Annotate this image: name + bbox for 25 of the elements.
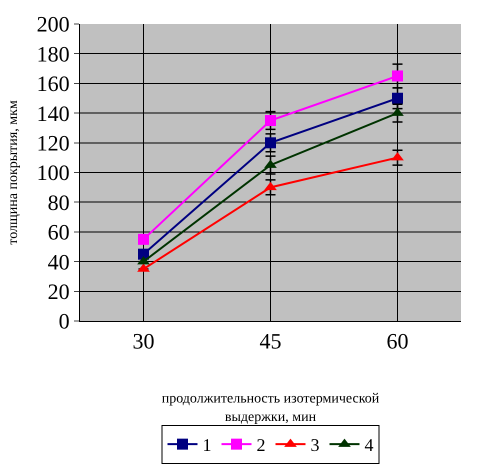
legend-label: 3 (310, 435, 320, 456)
y-tick-label: 180 (36, 41, 70, 66)
point (138, 234, 149, 245)
y-tick-label: 200 (36, 12, 70, 37)
x-tick-label: 60 (386, 328, 408, 354)
point (265, 137, 276, 148)
y-tick-label: 60 (48, 220, 70, 245)
legend-label: 4 (364, 435, 374, 456)
y-tick-label: 20 (48, 279, 70, 304)
x-axis-title: продолжительность изотермической выдержки, мин (162, 392, 380, 425)
point (265, 115, 276, 126)
legend-label: 2 (256, 435, 266, 456)
y-tick-label: 160 (36, 71, 70, 96)
point (392, 92, 403, 104)
x-tick-label: 30 (132, 328, 154, 354)
y-tick-label: 0 (58, 308, 70, 334)
y-tick-label: 140 (36, 100, 70, 126)
y-tick-label: 80 (48, 190, 70, 215)
y-axis-title: толщина покрытия, мкм (6, 100, 22, 245)
y-tick-label: 40 (48, 249, 70, 274)
y-tick-label: 120 (36, 130, 70, 156)
y-tick-label: 100 (36, 160, 70, 186)
legend-label: 1 (202, 435, 212, 456)
point (392, 70, 403, 82)
x-tick-label: 45 (260, 328, 282, 354)
